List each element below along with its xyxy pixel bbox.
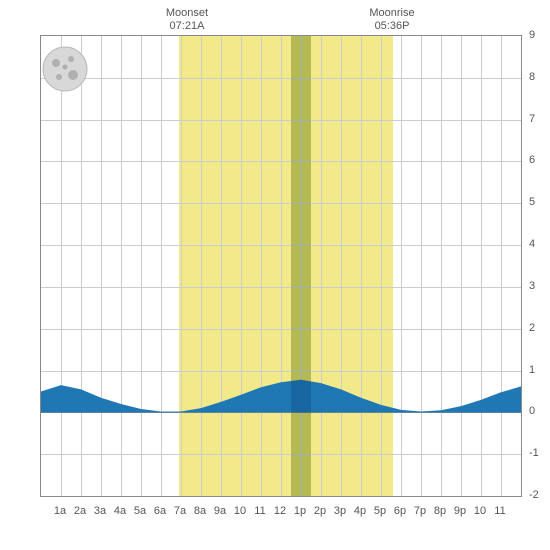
- y-tick: 8: [529, 71, 535, 83]
- x-tick: 9a: [214, 505, 226, 517]
- y-tick: -2: [529, 489, 539, 501]
- y-tick: 3: [529, 280, 535, 292]
- y-tick: 1: [529, 364, 535, 376]
- x-tick: 2a: [74, 505, 86, 517]
- x-tick: 3p: [334, 505, 346, 517]
- moonset-label: Moonset 07:21A: [166, 7, 208, 33]
- y-tick: 2: [529, 322, 535, 334]
- x-tick: 5a: [134, 505, 146, 517]
- x-tick: 10: [474, 505, 486, 517]
- x-tick: 3a: [94, 505, 106, 517]
- y-tick: 4: [529, 238, 535, 250]
- x-tick: 10: [234, 505, 246, 517]
- x-tick: 11: [494, 505, 505, 517]
- x-tick: 8a: [194, 505, 206, 517]
- moonset-title: Moonset: [166, 7, 208, 20]
- moonrise-title: Moonrise: [369, 7, 414, 20]
- y-tick: 7: [529, 113, 535, 125]
- x-tick: 12: [274, 505, 286, 517]
- x-tick: 5p: [374, 505, 386, 517]
- plot-area: [40, 35, 522, 497]
- x-tick: 7a: [174, 505, 186, 517]
- x-tick: 1a: [54, 505, 66, 517]
- y-tick: -1: [529, 447, 539, 459]
- x-tick: 4a: [114, 505, 126, 517]
- x-tick: 2p: [314, 505, 326, 517]
- moonrise-time: 05:36P: [369, 20, 414, 33]
- y-tick: 9: [529, 29, 535, 41]
- moonrise-label: Moonrise 05:36P: [369, 7, 414, 33]
- tide-area: [41, 36, 521, 496]
- y-axis: -2-10123456789: [525, 35, 550, 495]
- y-tick: 5: [529, 196, 535, 208]
- y-tick: 6: [529, 154, 535, 166]
- x-tick: 9p: [454, 505, 466, 517]
- x-tick: 7p: [414, 505, 426, 517]
- x-tick: 1p: [294, 505, 306, 517]
- moonset-time: 07:21A: [166, 20, 208, 33]
- x-tick: 6a: [154, 505, 166, 517]
- x-tick: 8p: [434, 505, 446, 517]
- x-tick: 4p: [354, 505, 366, 517]
- moon-icon: [41, 45, 89, 93]
- x-tick: 6p: [394, 505, 406, 517]
- x-tick: 11: [254, 505, 265, 517]
- tide-chart: Moonset 07:21A Moonrise 05:36P 1a 2a 3a 4a 5…: [5, 5, 545, 545]
- y-tick: 0: [529, 405, 535, 417]
- x-axis: 1a 2a 3a 4a 5a 6a 7a 8a 9a 10 11 12 1p 2p 3p 4p 5p 6p 7p 8p…: [40, 505, 520, 525]
